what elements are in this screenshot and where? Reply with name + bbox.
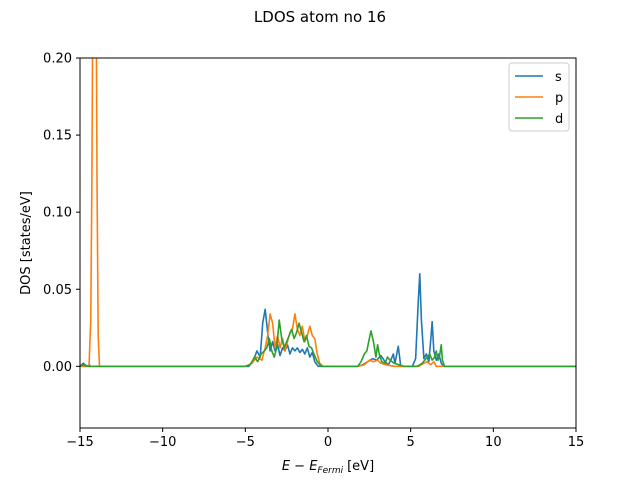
y-tick-label: 0.00 xyxy=(43,360,72,375)
y-tick-label: 0.20 xyxy=(43,52,72,67)
legend-label-p: p xyxy=(555,91,563,106)
x-tick-label: −15 xyxy=(66,435,93,450)
x-axis-label-main: E − E xyxy=(282,459,318,474)
x-tick-label: −5 xyxy=(236,435,255,450)
x-axis-label-unit: [eV] xyxy=(347,459,374,474)
y-axis-label: DOS [states/eV] xyxy=(19,191,34,295)
series-line-d xyxy=(80,319,576,368)
x-tick-label: 10 xyxy=(485,435,502,450)
x-tick-label: 15 xyxy=(568,435,585,450)
x-tick-label: −10 xyxy=(149,435,176,450)
legend-label-d: d xyxy=(555,112,563,127)
chart-title: LDOS atom no 16 xyxy=(254,8,386,26)
x-axis: −15 −10 −5 0 5 10 15 xyxy=(66,428,584,450)
x-axis-label-sub: Fermi xyxy=(317,466,343,476)
y-tick-label: 0.15 xyxy=(43,129,72,144)
series-line-s xyxy=(80,273,576,368)
x-tick-label: 5 xyxy=(407,435,415,450)
legend: spd xyxy=(508,62,570,132)
series-line-p xyxy=(80,58,576,368)
y-tick-label: 0.05 xyxy=(43,283,72,298)
y-tick-label: 0.10 xyxy=(43,206,72,221)
legend-label-s: s xyxy=(555,70,562,85)
plot-frame xyxy=(79,57,577,429)
x-axis-label: E − EFermi [eV] xyxy=(282,459,374,476)
series-layer xyxy=(80,58,576,368)
y-axis: 0.00 0.05 0.10 0.15 0.20 xyxy=(43,52,80,375)
x-tick-label: 0 xyxy=(324,435,332,450)
